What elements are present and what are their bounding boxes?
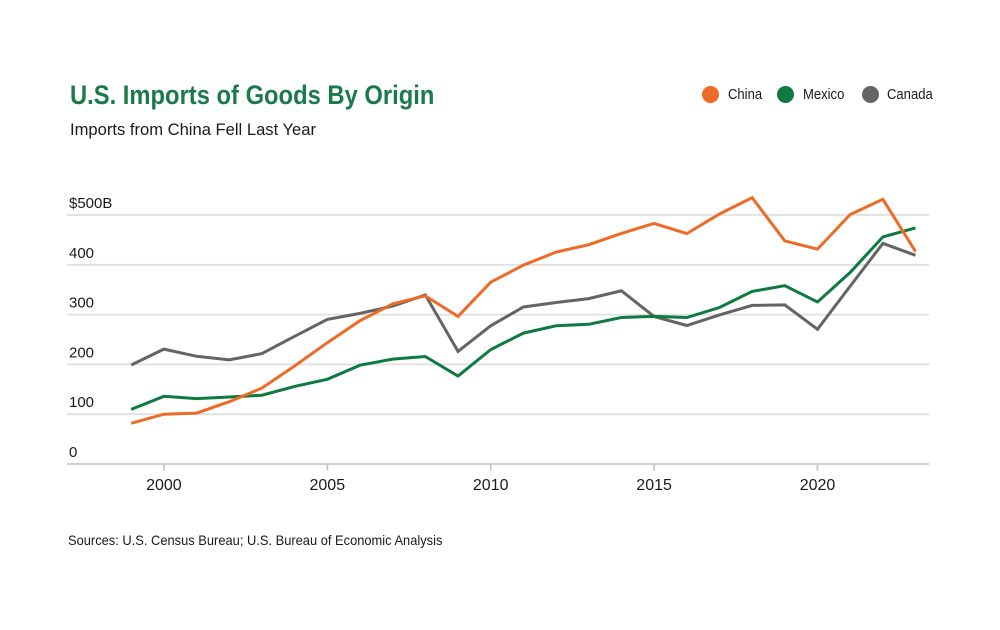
svg-text:0: 0 xyxy=(69,444,77,461)
svg-text:2000: 2000 xyxy=(146,477,182,494)
svg-text:400: 400 xyxy=(69,245,94,262)
svg-text:200: 200 xyxy=(69,344,94,361)
svg-text:100: 100 xyxy=(69,394,94,411)
svg-text:300: 300 xyxy=(69,295,94,312)
svg-text:2015: 2015 xyxy=(636,477,672,494)
svg-text:2020: 2020 xyxy=(800,477,836,494)
svg-text:$500B: $500B xyxy=(69,195,112,212)
svg-text:2010: 2010 xyxy=(473,477,509,494)
svg-text:2005: 2005 xyxy=(310,477,346,494)
